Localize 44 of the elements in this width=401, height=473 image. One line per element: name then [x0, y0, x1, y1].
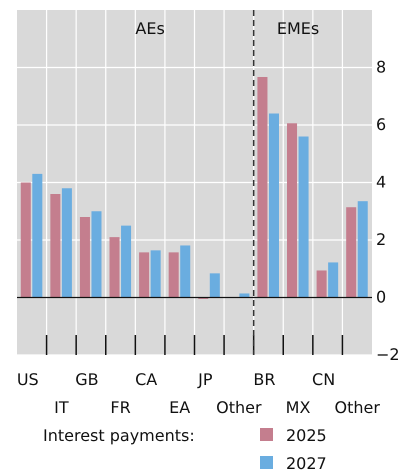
- bar: [168, 252, 179, 298]
- x-tick-label: MX: [286, 398, 310, 417]
- bar: [150, 250, 161, 298]
- bar: [50, 194, 60, 298]
- legend-title: Interest payments:: [43, 426, 195, 445]
- bar: [346, 207, 356, 298]
- legend-label: 2027: [286, 454, 327, 473]
- x-tick-label: Other: [334, 398, 380, 417]
- bar: [121, 226, 132, 298]
- x-tick-label: EA: [169, 398, 190, 417]
- bar: [328, 262, 338, 298]
- x-tick-label: BR: [253, 370, 276, 389]
- bar: [110, 237, 120, 298]
- annotation: EMEs: [276, 19, 320, 38]
- x-tick-label: JP: [197, 370, 213, 389]
- x-tick-label: Other: [216, 398, 262, 417]
- x-tick-label: FR: [110, 398, 131, 417]
- legend-label: 2025: [286, 426, 327, 445]
- x-tick-label: GB: [75, 370, 99, 389]
- y-tick-label: 4: [376, 172, 386, 192]
- bar: [80, 217, 90, 298]
- bar: [268, 114, 279, 298]
- bar: [180, 245, 190, 298]
- bar: [358, 201, 368, 298]
- bar: [20, 182, 31, 298]
- bar: [91, 211, 102, 298]
- y-tick-label: 2: [376, 230, 386, 250]
- x-tick-label: CN: [312, 370, 336, 389]
- y-tick-label: −2: [376, 345, 400, 364]
- bar: [298, 136, 309, 298]
- x-tick-label: CA: [135, 370, 158, 389]
- bar: [32, 174, 42, 298]
- y-tick-label: 6: [376, 115, 386, 134]
- y-tick-label: 8: [376, 58, 386, 77]
- bar: [287, 123, 298, 298]
- bar: [257, 76, 268, 298]
- bar: [139, 252, 150, 298]
- bar: [62, 188, 72, 298]
- x-tick-label: US: [16, 370, 39, 389]
- y-tick-label: 0: [376, 288, 386, 307]
- x-tick-label: IT: [54, 398, 69, 417]
- bar: [210, 273, 220, 298]
- annotation: AEs: [135, 19, 165, 38]
- bar: [316, 270, 327, 298]
